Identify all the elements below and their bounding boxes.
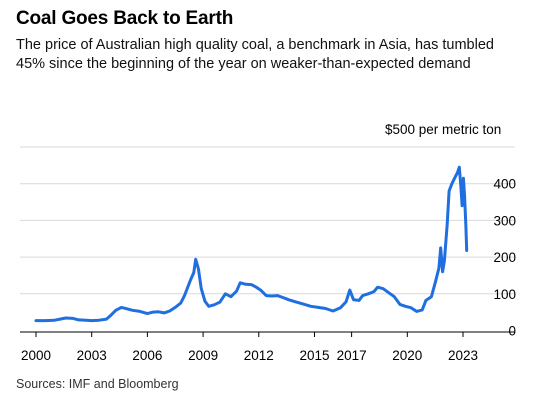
chart-title: Coal Goes Back to Earth — [16, 8, 234, 29]
x-tick-label-2000: 2000 — [21, 348, 51, 363]
x-tick-label-2006: 2006 — [132, 348, 162, 363]
x-tick-label-2020: 2020 — [392, 348, 422, 363]
y-tick-label-200: 200 — [493, 250, 516, 265]
y-tick-label-0: 0 — [508, 324, 516, 339]
x-tick-label-2009: 2009 — [188, 348, 218, 363]
series-line-0 — [34, 165, 469, 323]
y-tick-label-400: 400 — [493, 177, 516, 192]
x-tick-label-2023: 2023 — [448, 348, 478, 363]
series-layer — [34, 165, 469, 323]
x-axis — [20, 331, 515, 337]
x-tick-label-2017: 2017 — [337, 348, 367, 363]
y-tick-label-100: 100 — [493, 287, 516, 302]
chart-subtitle: The price of Australian high quality coa… — [16, 37, 494, 72]
y-tick-label-300: 300 — [493, 213, 516, 228]
x-tick-label-2012: 2012 — [244, 348, 274, 363]
source-note: Sources: IMF and Bloomberg — [16, 377, 179, 391]
tick-labels: 2000 2003 2006 2009 2012 2015 2017 2020 2023 0 100… — [21, 177, 516, 363]
x-tick-label-2015: 2015 — [299, 348, 329, 363]
gridlines — [20, 146, 515, 295]
y-axis-unit-label: $500 per metric ton — [385, 122, 502, 137]
x-tick-label-2003: 2003 — [77, 348, 107, 363]
